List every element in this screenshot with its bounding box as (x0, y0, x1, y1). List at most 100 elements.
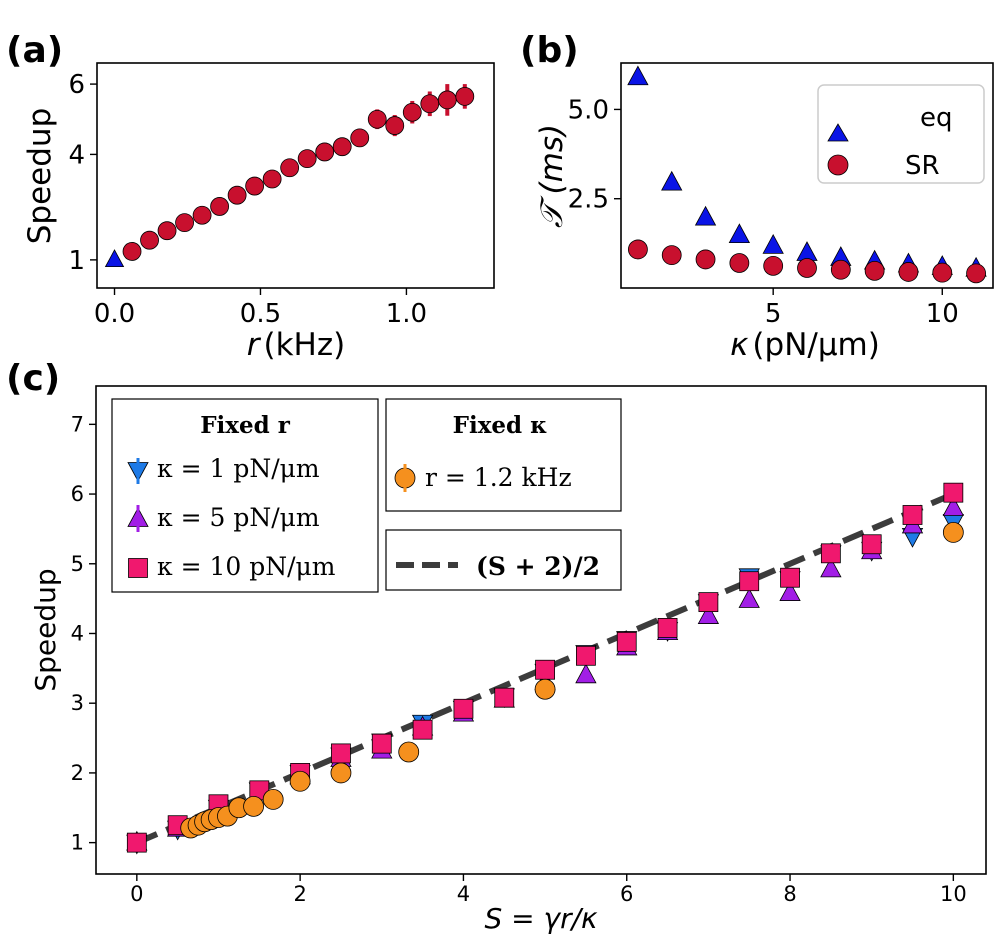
circle-point (695, 249, 716, 270)
triangle-point (762, 234, 784, 254)
y-tick-label: 4 (68, 140, 85, 170)
panel-a: 0.0 0.5 1.0 1 4 6 Speedup r (kHz) (22, 62, 495, 363)
triangle-point (661, 170, 683, 191)
circle-point (192, 205, 212, 225)
circle-point (729, 253, 750, 273)
circle-point (350, 128, 370, 148)
legend-fixed-r (111, 398, 379, 593)
panel-b-frame (620, 62, 994, 289)
panel-a-ticks: 0.0 0.5 1.0 1 4 6 (68, 70, 427, 329)
circle-point (830, 259, 851, 280)
square-point (453, 698, 474, 719)
x-tick-label: 10 (940, 882, 967, 906)
legend-fixed-r-entry-2: κ = 5 pN/μm (157, 503, 320, 532)
triangle-point (694, 205, 717, 226)
legend-triangle-down-icon (127, 458, 149, 484)
circle-point (280, 158, 300, 178)
square-point (657, 618, 678, 638)
circle-point (330, 762, 352, 784)
y-tick-label: 2 (71, 761, 84, 785)
circle-point (289, 770, 311, 792)
panel-label-a: (a) (6, 30, 63, 71)
square-point (698, 592, 719, 613)
triangle-point (728, 223, 751, 244)
legend-triangle-icon (827, 123, 849, 142)
circle-point (245, 176, 265, 196)
panel-a-marks (104, 84, 475, 268)
legend-triangle-up-icon (127, 505, 149, 532)
circle-point (628, 239, 648, 260)
x-tick-label: 5 (765, 299, 782, 329)
circle-point (262, 169, 282, 189)
circle-point (763, 255, 784, 276)
panel-b-xlabel: κ (pN/μm) (730, 327, 880, 363)
triangle-up-point (697, 604, 720, 624)
legend-fixed-r-entry-3: κ = 10 pN/μm (157, 552, 336, 581)
circle-point (243, 795, 264, 817)
y-tick-label: 1 (71, 831, 84, 855)
square-point (943, 482, 964, 503)
square-point (820, 543, 841, 564)
y-tick-label: 5.0 (568, 95, 609, 125)
legend-fixed-r-entry-1: κ = 1 pN/μm (157, 454, 320, 483)
square-point (902, 505, 923, 525)
panel-c-ylabel: Speedup (29, 568, 62, 691)
panel-b-xlabel-var: κ (730, 327, 749, 363)
x-tick-label: 1.0 (386, 299, 427, 329)
circle-point (367, 109, 387, 129)
square-point (126, 832, 147, 853)
circle-point (332, 137, 352, 157)
x-tick-label: 2 (293, 882, 306, 906)
circle-point (942, 522, 964, 543)
panel-b: 5 10 2.5 5.0 eq SR 𝒯 (ms) κ (pN/μm) (534, 62, 994, 363)
legend-square-mark (128, 558, 148, 578)
panel-a-xlabel-unit: (kHz) (264, 327, 346, 363)
circle-point (898, 262, 919, 282)
triangle-up-point (820, 557, 842, 578)
triangle-up-point (738, 588, 760, 608)
y-tick-label: 4 (71, 621, 84, 645)
panel-b-ylabel: 𝒯 (ms) (534, 124, 570, 228)
x-tick-label: 8 (783, 882, 796, 906)
panel-c-theory-line (135, 491, 955, 846)
y-tick-label: 6 (68, 70, 85, 100)
circle-point (385, 116, 405, 135)
square-point (780, 567, 800, 588)
panel-a-frame (96, 62, 495, 289)
triangle-point (627, 65, 649, 86)
circle-point (420, 94, 440, 114)
square-point (576, 645, 596, 666)
panel-label-c: (c) (6, 358, 60, 399)
circle-point (175, 213, 194, 233)
square-point (739, 571, 760, 592)
circle-point (157, 221, 177, 241)
square-point (535, 659, 555, 680)
circle-point (210, 197, 230, 216)
y-tick-label: 1 (68, 246, 85, 276)
square-point (371, 733, 392, 754)
y-tick-label: 6 (71, 482, 84, 506)
triangle-up-point (779, 581, 801, 601)
panel-a-xlabel: r (kHz) (247, 327, 345, 363)
legend-fixed-k-entry-1: r = 1.2 kHz (425, 463, 572, 492)
triangle-point (104, 249, 125, 268)
circle-point (402, 102, 422, 122)
panel-b-legend-sr: SR (905, 151, 940, 181)
circle-point (864, 260, 885, 281)
x-tick-label: 6 (620, 882, 633, 906)
theory-dashed-line (135, 491, 955, 846)
circle-point (122, 242, 142, 261)
legend-fixed-r-title: Fixed r (200, 412, 291, 439)
legend-fixed-k (385, 398, 622, 512)
panel-a-ylabel: Speedup (22, 108, 58, 245)
circle-point (437, 90, 457, 110)
circle-point (966, 263, 986, 284)
circle-point (297, 149, 317, 169)
legend-theory (385, 529, 622, 591)
legend-theory-entry: (S + 2)/2 (476, 552, 600, 581)
square-point (494, 687, 515, 708)
y-tick-label: 7 (71, 412, 84, 436)
x-tick-label: 0.0 (94, 299, 135, 329)
